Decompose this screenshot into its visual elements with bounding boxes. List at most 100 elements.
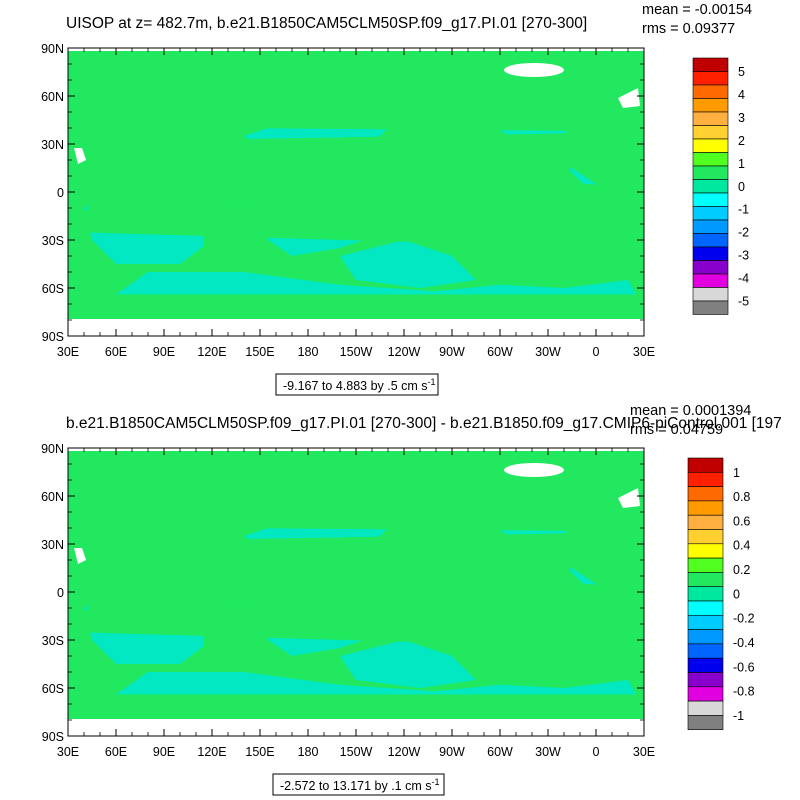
colorbar-label: 0	[733, 587, 740, 601]
y-axis: 90N 60N 30N 0 30S 60S 90S	[41, 442, 644, 744]
colorbar-swatch	[692, 98, 729, 113]
colorbar-swatch	[692, 287, 729, 302]
colorbar-label: -1	[733, 709, 744, 723]
colorbar-swatch	[687, 629, 724, 645]
range-box: -2.572 to 13.171 by .1 cm s-1	[272, 773, 445, 796]
map-plot	[67, 447, 645, 737]
x-tick-label: 150W	[340, 345, 373, 359]
land-mask-nAmerica	[326, 76, 509, 180]
y-tick-label: 60N	[41, 90, 64, 104]
colorbar-swatch	[687, 572, 724, 588]
x-tick-label: 180	[298, 745, 319, 759]
land-mask-arabia	[75, 543, 115, 572]
colorbar-swatch	[692, 206, 729, 221]
land-mask-madagascar	[90, 212, 101, 233]
land-mask-madagascar	[90, 612, 101, 633]
colorbar-label: 2	[738, 134, 745, 148]
land-white-patch	[504, 63, 564, 77]
colorbar-swatch	[692, 111, 729, 126]
colorbar-swatch	[692, 165, 729, 180]
land-mask-india	[128, 553, 162, 580]
y-tick-label: 60N	[41, 490, 64, 504]
colorbar-label: -3	[738, 249, 749, 263]
y-tick-label: 60S	[42, 282, 64, 296]
x-tick-label: 60E	[105, 745, 127, 759]
colorbar-swatch	[692, 179, 729, 194]
range-box: -9.167 to 4.883 by .5 cm s-1	[275, 373, 439, 396]
ocean-field-area	[67, 51, 644, 336]
colorbar-swatch	[692, 273, 729, 288]
x-axis: 30E 60E 90E 120E 150E 180 150W 120W 90W 60W 30W 0 30…	[57, 448, 655, 759]
x-tick-label: 180	[298, 345, 319, 359]
colorbar-swatch	[687, 486, 724, 502]
y-tick-label: 30N	[41, 538, 64, 552]
land-mask-australia	[202, 207, 266, 254]
colorbar-swatch	[692, 300, 729, 315]
x-tick-label: 120E	[197, 345, 226, 359]
colorbar-label: -2	[738, 226, 749, 240]
land-mask-australia	[202, 607, 266, 654]
cyan-anomaly-region	[340, 640, 476, 688]
rms-label: rms = 0.09377	[642, 21, 735, 37]
colorbar-swatch	[687, 686, 724, 702]
x-tick-label: 120W	[388, 745, 421, 759]
colorbar-swatch	[687, 529, 724, 545]
colorbar-swatch	[692, 125, 729, 140]
colorbar-swatch	[687, 657, 724, 673]
colorbar-label: 0.2	[733, 563, 750, 577]
colorbar-label: 5	[738, 65, 745, 79]
x-tick-label: 60W	[487, 345, 513, 359]
colorbar-label: -4	[738, 272, 749, 286]
colorbar-swatch	[692, 71, 729, 86]
x-tick-label: 150W	[340, 745, 373, 759]
colorbar-swatch	[692, 152, 729, 167]
x-tick-label: 0	[593, 345, 600, 359]
land-mask-arabia	[75, 143, 115, 172]
colorbar-swatch	[687, 700, 724, 716]
colorbar-swatch	[687, 715, 724, 731]
colorbar-swatch	[687, 543, 724, 559]
colorbar-swatch	[687, 586, 724, 602]
mean-label: mean = 0.0001394	[630, 403, 751, 419]
cyan-anomaly-region	[340, 240, 476, 288]
colorbar-swatch	[692, 192, 729, 207]
chart-title: UISOP at z= 482.7m, b.e21.B1850CAM5CLM50…	[66, 15, 587, 32]
land-mask-indonesia	[171, 583, 246, 607]
x-tick-label: 30E	[57, 745, 79, 759]
x-tick-label: 30E	[633, 745, 655, 759]
x-tick-label: 90E	[153, 345, 175, 359]
x-tick-label: 0	[593, 745, 600, 759]
x-axis: 30E 60E 90E 120E 150E 180 150W 120W 90W 60W 30W 0 30…	[57, 48, 655, 359]
range-label: -2.572 to 13.171 by .1 cm s-1	[280, 777, 440, 793]
colorbar-label: 0.8	[733, 490, 750, 504]
x-tick-label: 90E	[153, 745, 175, 759]
colorbar-label: 1	[733, 466, 740, 480]
colorbar-swatch	[687, 514, 724, 530]
colorbar-swatch	[692, 57, 729, 72]
x-tick-label: 30W	[535, 345, 561, 359]
x-tick-label: 120E	[197, 745, 226, 759]
mean-label: mean = -0.00154	[642, 2, 752, 18]
colorbar-label: 4	[738, 88, 745, 102]
x-tick-label: 90W	[439, 745, 465, 759]
colorbar-swatch	[687, 600, 724, 616]
x-tick-label: 30E	[57, 345, 79, 359]
cyan-anomaly-region	[116, 672, 636, 695]
land-white-patch	[504, 463, 564, 477]
y-axis: 90N 60N 30N 0 30S 60S 90S	[41, 42, 644, 344]
land-mask-india	[128, 153, 162, 180]
y-tick-label: 30S	[42, 634, 64, 648]
colorbar-label: -0.2	[733, 612, 755, 626]
colorbar-label: 1	[738, 157, 745, 171]
colorbar-label: 0	[738, 180, 745, 194]
land-white-patch	[618, 488, 640, 508]
colorbar-swatch	[692, 260, 729, 275]
x-tick-label: 60E	[105, 345, 127, 359]
y-tick-label: 90S	[42, 330, 64, 344]
x-tick-label: 30W	[535, 745, 561, 759]
land-mask-japan	[227, 520, 248, 543]
colorbar-label: -0.6	[733, 660, 755, 674]
panel-bottom: b.e21.B1850CAM5CLM50SP.f09_g17.PI.01 [27…	[41, 403, 782, 796]
colorbar: 1 0.8 0.6 0.4 0.2 0 -0.2 -0.4 -0.6 -0.8 -1	[687, 457, 755, 731]
